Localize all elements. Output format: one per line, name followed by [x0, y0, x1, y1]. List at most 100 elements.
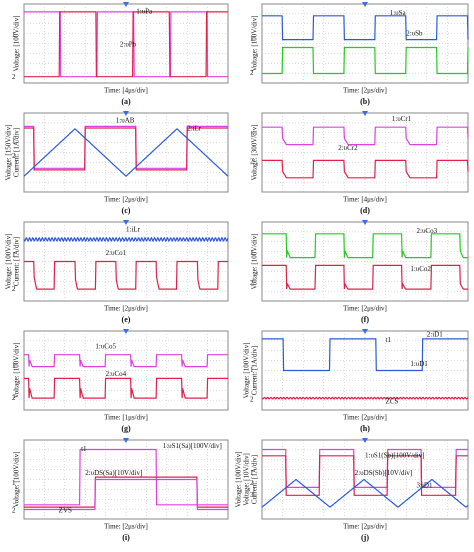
y-axis-label: Current: [1A/div] [251, 346, 259, 395]
trace-label: 2:υDS(Sa)[10V/div] [85, 469, 142, 477]
y-axis-label: Voltage: [150V/div] [5, 124, 13, 180]
trace-label: 2:υCr2 [338, 144, 358, 152]
trace-label: 1 [250, 249, 254, 257]
trigger-marker [362, 220, 368, 225]
panel: 1 2 t1 2:iD1 1:υD1 ZCS Voltage: [100V/div] Curr… [243, 329, 469, 433]
trace-label: 2:υPb [120, 41, 137, 49]
caption: (i) [122, 533, 130, 542]
trace-label: t1 [81, 445, 87, 453]
x-axis-label: Time: [1μs/div] [104, 414, 148, 422]
trace-label: 1:υS1(Sa)[100V/div] [163, 442, 222, 450]
caption: (c) [122, 206, 131, 215]
trace-label: 2:υCo3 [417, 227, 438, 235]
trace-label: ZCS [386, 398, 399, 406]
waveform [261, 478, 469, 508]
y-axis-label: Voltage: [100V/div] [5, 233, 13, 289]
trace-label: 1 [250, 131, 254, 139]
panel: 1 2 2:υCo3 1:υCo2 Voltage: [100V/div] Time: [… [250, 220, 469, 324]
trace-label: 2 [250, 479, 254, 487]
y-axis-label: Current: [1A/div] [13, 237, 21, 286]
panel: 1 2 3 1:υS1(Sb)[100V/div] 2:υDS(Sb)[10V/div]… [235, 438, 469, 542]
trigger-marker [362, 111, 368, 116]
x-axis-label: Time: [2μs/div] [343, 523, 387, 531]
waveform [24, 354, 228, 368]
trace-label: 2 [12, 152, 16, 160]
caption: (a) [121, 97, 131, 106]
waveform [262, 455, 468, 496]
trigger-marker [123, 111, 129, 116]
trace-label: 2 [12, 285, 16, 293]
trace-label: 2 [250, 279, 254, 287]
y-axis-label: Current: [1A/div] [13, 128, 21, 177]
trace-label: 1:υAB [116, 117, 135, 125]
panel: 1 2 1:υCr1 2:υCr2 Voltage: [300V/div] Time: [… [250, 111, 469, 215]
waveform [262, 448, 468, 488]
waveform [262, 15, 469, 41]
trace-label: 2 [12, 507, 16, 515]
trace-label: 1:iLr [126, 226, 141, 234]
trace-label: 3:iD1 [417, 481, 433, 489]
trigger-marker [362, 329, 368, 334]
trace-label: ZVS [59, 507, 72, 515]
trigger-marker [362, 2, 368, 7]
x-axis-label: Time: [4μs/div] [104, 87, 148, 95]
y-axis-label: Voltage: [100V/div] [251, 233, 259, 289]
panel: 1 2 1:iLr 2:υCo1 Voltage: [100V/div] Current:… [5, 220, 229, 324]
trace-label: 2:υDS(Sb)[10V/div] [355, 469, 413, 477]
caption: (j) [361, 533, 369, 542]
caption: (b) [360, 97, 370, 106]
y-axis-label: Voltage: [300V/div] [251, 124, 259, 180]
trigger-marker [123, 220, 129, 225]
waveform [24, 478, 228, 511]
trace-label: 1:υCo5 [95, 342, 116, 350]
panel: 1 2 1:υPa 2:υPb Voltage: [100V/div] Time: [4μ… [12, 2, 229, 106]
trace-label: 1 [250, 35, 254, 43]
x-axis-label: Time: [2μs/div] [343, 87, 387, 95]
trigger-marker [123, 329, 129, 334]
trigger-marker [123, 2, 129, 7]
waveform [261, 396, 469, 400]
trace-label: 1 [12, 31, 16, 39]
trace-label: 2 [250, 69, 254, 77]
trace-label: t1 [386, 336, 392, 344]
trace-label: 1:υCr1 [392, 115, 412, 123]
waveform [262, 233, 468, 259]
waveform [24, 11, 228, 78]
waveform [23, 127, 229, 178]
y-axis-label: Voltage: [100V/div] [13, 451, 21, 507]
panel: 1 2 1:υAB 2:iLr Voltage: [150V/div] Current: … [5, 111, 229, 215]
waveform [24, 127, 228, 171]
trace-label: 1 [12, 479, 16, 487]
waveform [262, 264, 468, 290]
y-axis-label: Voltage: [100V/div] [13, 15, 21, 71]
trace-label: 2:υCo1 [106, 249, 127, 257]
waveform [24, 125, 228, 169]
panel: 1 2 1:υSa 2:υSb Voltage: [100V/div] Time: [2μ… [250, 2, 469, 106]
waveform [24, 11, 228, 78]
trace-label: 1 [12, 362, 16, 370]
caption: (f) [361, 315, 369, 324]
trace-label: 1:υSa [390, 9, 407, 17]
x-axis-label: Time: [2μs/div] [104, 523, 148, 531]
waveform [262, 126, 469, 146]
panel: 1 2 1:υCo5 2:υCo4 Voltage: [100V/div] Time: [… [12, 329, 229, 433]
trace-label: 1 [250, 469, 254, 477]
waveform [24, 448, 228, 506]
y-axis-label: Voltage: [10V/div] [243, 453, 251, 506]
trace-label: 1 [250, 366, 254, 374]
waveform [262, 338, 468, 372]
trace-label: 2:υCo4 [106, 370, 127, 378]
y-axis-label: Current: [1A/div] [251, 455, 259, 504]
panel: 1 2 t1 1:υS1(Sa)[100V/div] 2:υDS(Sa)[10V/div… [12, 438, 229, 542]
trace-label: 2 [12, 394, 16, 402]
y-axis-label: Voltage: [100V/div] [251, 15, 259, 71]
trace-label: 2 [12, 73, 16, 81]
trigger-marker [123, 438, 129, 443]
caption: (e) [122, 315, 131, 324]
trace-label: 2 [250, 158, 254, 166]
x-axis-label: Time: [2μs/div] [104, 305, 148, 313]
y-axis-label: Voltage: [100V/div] [235, 451, 243, 507]
x-axis-label: Time: [2μs/div] [104, 196, 148, 204]
waveform [24, 476, 228, 508]
